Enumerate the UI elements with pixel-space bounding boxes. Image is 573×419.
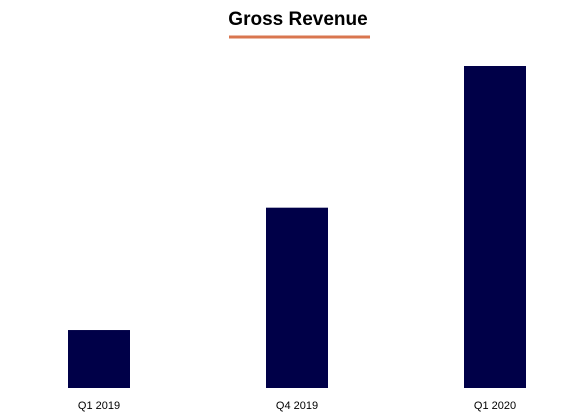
bar-series — [68, 66, 526, 388]
bar-q1-2020 — [464, 66, 526, 388]
bar-q1-2019 — [68, 330, 130, 388]
x-axis-tick-labels: Q1 2019 Q4 2019 Q1 2020 — [78, 400, 516, 412]
chart-title: Gross Revenue — [228, 9, 367, 30]
x-tick-label: Q4 2019 — [276, 400, 318, 412]
x-tick-label: Q1 2019 — [78, 400, 120, 412]
x-tick-label: Q1 2020 — [474, 400, 516, 412]
bar-q4-2019 — [266, 207, 328, 388]
